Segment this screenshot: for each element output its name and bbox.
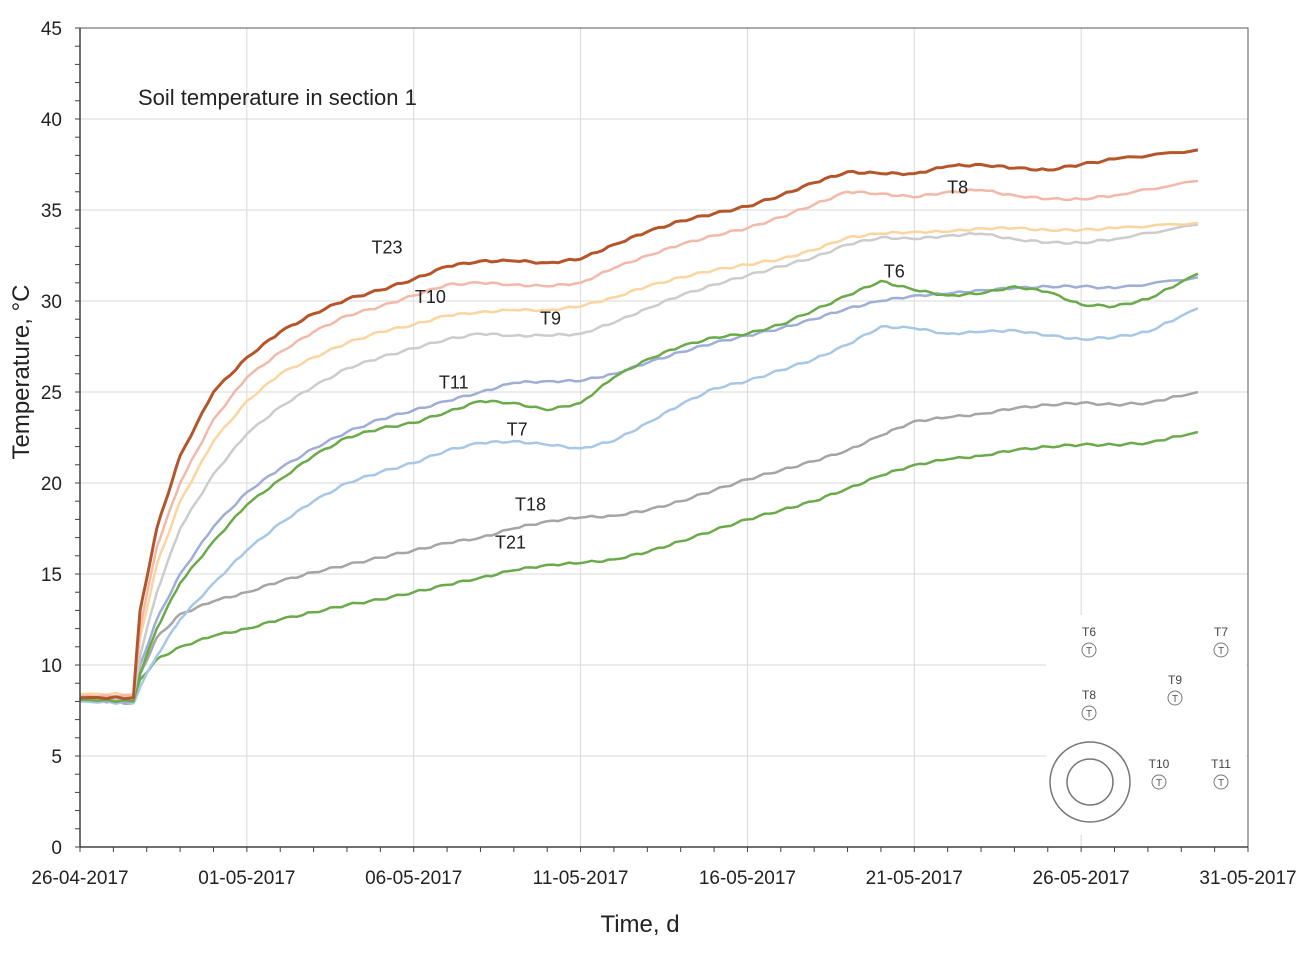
x-axis-title: Time, d [600,911,679,938]
sensor-symbol-t6: T [1086,646,1092,657]
series-line-t8 [80,179,1199,699]
x-tick-label: 21-05-2017 [866,868,963,889]
sensor-marker-t8 [1081,705,1097,721]
sensor-label-t6: T6 [1082,625,1096,639]
sensor-label-t11: T11 [1211,757,1231,771]
y-tick-label: 0 [51,838,62,859]
y-tick-label: 20 [41,474,62,495]
sensor-marker-t7 [1213,642,1229,658]
y-tick-label: 5 [51,747,62,768]
y-tick-label: 15 [41,565,62,586]
series-line-t11 [80,276,1199,704]
series-line-t10 [79,221,1199,697]
y-tick-label: 30 [41,292,62,313]
x-tick-label: 26-04-2017 [31,868,128,889]
sensor-label-t8: T8 [1082,688,1096,702]
series-line-t9 [80,223,1199,701]
series-label-t6: T6 [884,261,905,281]
series-label-t10: T10 [415,287,446,307]
sensor-symbol-t9: T [1172,694,1178,705]
series-label-t11: T11 [439,372,469,392]
series-labels: T23 T8 T10 T9 T6 T11 T7 T18 T21 [372,178,969,553]
x-tick-label: 01-05-2017 [198,868,295,889]
x-tick-label: 26-05-2017 [1033,868,1130,889]
x-tick-label: 31-05-2017 [1199,868,1296,889]
pipe-inner-circle [1066,758,1114,806]
series-label-t23: T23 [372,238,403,258]
y-tick-label: 45 [41,19,62,40]
sensor-symbol-t8: T [1086,709,1092,720]
series-label-t18: T18 [515,494,546,514]
series-line-t18 [79,390,1199,705]
pipe-outer-circle [1049,741,1131,823]
series-line-t21 [79,430,1199,705]
sensor-label-t7: T7 [1214,625,1228,639]
sensor-marker-t9 [1167,690,1183,706]
axes: 0 5 10 15 20 25 30 35 40 45 26-04-2017 01-05-2017 06… [31,19,1296,889]
x-tick-label: 16-05-2017 [699,868,796,889]
sensor-marker-t10 [1151,774,1167,790]
y-tick-label: 40 [41,110,62,131]
x-tick-label: 11-05-2017 [533,868,629,889]
series-label-t9: T9 [540,309,561,329]
inset-background [1046,615,1246,835]
series-label-t7: T7 [507,420,528,440]
sensor-symbol-t10: T [1156,778,1162,789]
x-tick-label: 06-05-2017 [365,868,462,889]
series-line-t7 [79,307,1199,705]
sensor-marker-t11 [1213,774,1229,790]
series-line-t6 [79,272,1199,704]
y-axis-title: Temperature, °C [8,285,35,460]
y-tick-label: 35 [41,201,62,222]
series-lines [79,148,1199,705]
sensor-marker-t6 [1081,642,1097,658]
sensor-label-t9: T9 [1168,673,1182,687]
sensor-layout-inset: T T6 T T7 T T9 T T8 T T10 T T11 [1046,615,1246,835]
y-tick-label: 25 [41,383,62,404]
sensor-symbol-t11: T [1218,778,1224,789]
series-line-t23 [79,148,1199,701]
series-label-t8: T8 [947,178,968,198]
sensor-symbol-t7: T [1218,646,1224,657]
y-tick-label: 10 [41,656,62,677]
sensor-label-t10: T10 [1149,757,1170,771]
chart-title: Soil temperature in section 1 [138,85,417,110]
series-label-t21: T21 [495,533,526,553]
